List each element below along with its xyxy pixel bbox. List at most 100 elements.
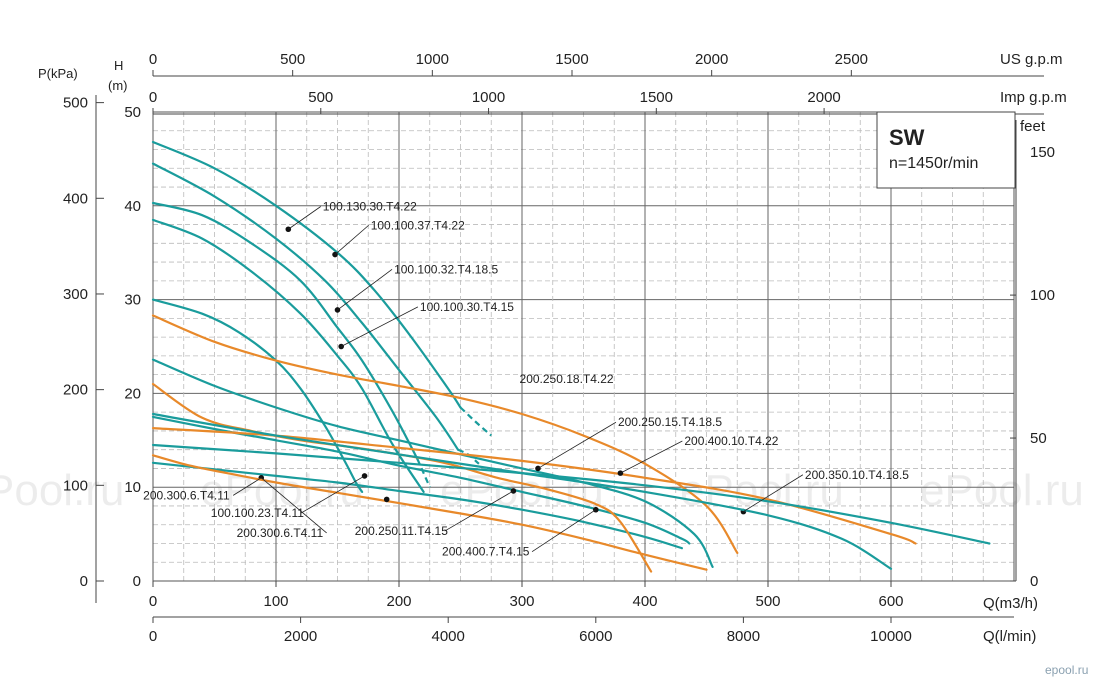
tick-label-impgpm: 2000 <box>807 89 840 106</box>
tick-label-lmin: 10000 <box>870 628 912 645</box>
tick-label-m3h: 100 <box>263 593 288 610</box>
series-label: 200.300.6.T4.11 <box>143 488 230 502</box>
tick-label-usgpm: 2500 <box>835 51 868 68</box>
tick-label-impgpm: 1500 <box>640 89 673 106</box>
tick-label-head: 10 <box>124 479 141 496</box>
tick-label-kpa: 300 <box>63 286 88 303</box>
tick-label-lmin: 8000 <box>727 628 760 645</box>
tick-label-usgpm: 2000 <box>695 51 728 68</box>
tick-label-lmin: 6000 <box>579 628 612 645</box>
tick-label-head: 40 <box>124 198 141 215</box>
tick-label-head: 30 <box>124 292 141 309</box>
tick-label-m3h: 300 <box>509 593 534 610</box>
tick-label-impgpm: 500 <box>308 89 333 106</box>
series-label: 100.100.23.T4.11 <box>211 506 305 520</box>
series-line <box>151 298 364 493</box>
label-leader-line <box>743 474 804 512</box>
tick-label-lmin: 0 <box>149 628 157 645</box>
tick-label-feet: 150 <box>1030 144 1055 161</box>
tick-label-usgpm: 500 <box>280 51 305 68</box>
tick-label-head: 50 <box>124 104 141 121</box>
tick-label-feet: 100 <box>1030 287 1055 304</box>
axis-title-kpa: P(kPa) <box>38 66 78 81</box>
series-label: 100.130.30.T4.22 <box>323 199 417 213</box>
series-label: 200.300.6.T4.11 <box>237 526 324 540</box>
tick-label-m3h: 200 <box>386 593 411 610</box>
tick-label-lmin: 2000 <box>284 628 317 645</box>
series-line <box>151 412 893 570</box>
tick-label-kpa: 500 <box>63 95 88 112</box>
tick-label-kpa: 200 <box>63 382 88 399</box>
series-line <box>151 461 683 550</box>
tick-label-head: 20 <box>124 385 141 402</box>
series-line <box>151 443 991 545</box>
label-leader-line <box>260 477 327 534</box>
series-marker <box>383 496 390 503</box>
chart-subtitle: n=1450r/min <box>889 155 978 172</box>
axis-title-usgpm: US g.p.m <box>1000 51 1063 68</box>
series-line-extension <box>459 406 493 437</box>
axis-title-lmin: Q(l/min) <box>983 628 1036 645</box>
series-label: 200.250.15.T4.18.5 <box>618 415 722 429</box>
chart-title: SW <box>889 125 925 150</box>
series-line <box>151 162 460 451</box>
label-leader-line <box>531 509 597 553</box>
watermark: ePool.ru <box>920 466 1084 515</box>
tick-label-m3h: 500 <box>755 593 780 610</box>
tick-label-m3h: 400 <box>632 593 657 610</box>
series-label: 100.100.32.T4.18.5 <box>394 262 498 276</box>
plot-frame <box>152 111 1015 582</box>
label-leader-line <box>620 440 683 474</box>
label-leader-line <box>334 224 369 255</box>
series-label: 200.250.18.T4.22 <box>520 372 614 386</box>
tick-label-feet: 50 <box>1030 430 1047 447</box>
tick-label-usgpm: 0 <box>149 51 157 68</box>
series-line <box>151 454 708 571</box>
chart-series <box>151 140 991 573</box>
tick-label-feet: 0 <box>1030 573 1038 590</box>
axis-title-feet: feet <box>1020 118 1046 135</box>
label-leader-line <box>537 421 617 469</box>
tick-label-impgpm: 1000 <box>472 89 505 106</box>
series-line <box>151 314 739 554</box>
tick-label-kpa: 100 <box>63 477 88 494</box>
label-leader-line <box>300 475 365 514</box>
series-label: 100.100.37.T4.22 <box>371 218 465 232</box>
axis-title-head: H <box>114 58 123 73</box>
axis-title-m3h: Q(m3/h) <box>983 595 1038 612</box>
tick-label-m3h: 0 <box>149 593 157 610</box>
series-line-extension <box>416 458 431 488</box>
tick-label-kpa: 400 <box>63 190 88 207</box>
watermark: Pool.ru <box>0 466 124 515</box>
series-labels: 100.130.30.T4.22 100.100.37.T4.22 100.100.… <box>143 199 909 558</box>
tick-label-lmin: 4000 <box>432 628 465 645</box>
tick-label-usgpm: 1500 <box>555 51 588 68</box>
axis-title-impgpm: Imp g.p.m <box>1000 89 1067 106</box>
axis-title-head-unit: (m) <box>108 78 128 93</box>
chart-grid <box>152 111 1015 582</box>
tick-label-head: 0 <box>133 573 141 590</box>
series-line <box>151 140 462 409</box>
tick-label-usgpm: 1000 <box>416 51 449 68</box>
series-label: 200.250.11.T4.15 <box>355 524 449 538</box>
series-label: 200.400.10.T4.22 <box>684 434 778 448</box>
tick-label-impgpm: 0 <box>149 89 157 106</box>
series-label: 200.400.7.T4.15 <box>442 545 530 559</box>
series-line <box>151 201 419 461</box>
label-leader-line <box>444 490 514 532</box>
series-line <box>151 415 691 545</box>
label-leader-line <box>288 206 321 230</box>
series-label: 100.100.30.T4.15 <box>420 300 514 314</box>
series-marker <box>334 307 341 313</box>
tick-label-m3h: 600 <box>878 593 903 610</box>
tick-label-kpa: 0 <box>80 573 88 590</box>
title-box: SW n=1450r/min <box>876 111 1016 189</box>
label-leader-line <box>337 269 393 311</box>
label-leader-line <box>232 477 262 496</box>
series-label: 200.350.10.T4.18.5 <box>805 468 909 482</box>
label-leader-line <box>341 306 419 347</box>
site-logo: epool.ru <box>1045 663 1088 677</box>
